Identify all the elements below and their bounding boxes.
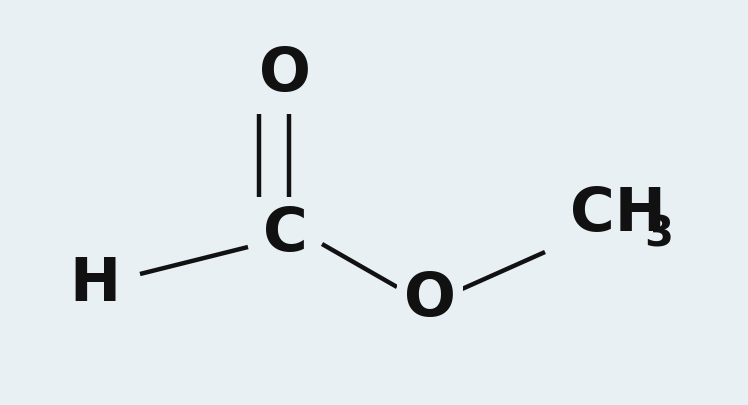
Text: O: O — [259, 45, 311, 104]
Text: O: O — [404, 270, 456, 329]
Text: C: C — [263, 205, 307, 264]
Text: CH: CH — [570, 185, 666, 244]
Text: 3: 3 — [644, 213, 673, 256]
Text: H: H — [70, 255, 120, 314]
